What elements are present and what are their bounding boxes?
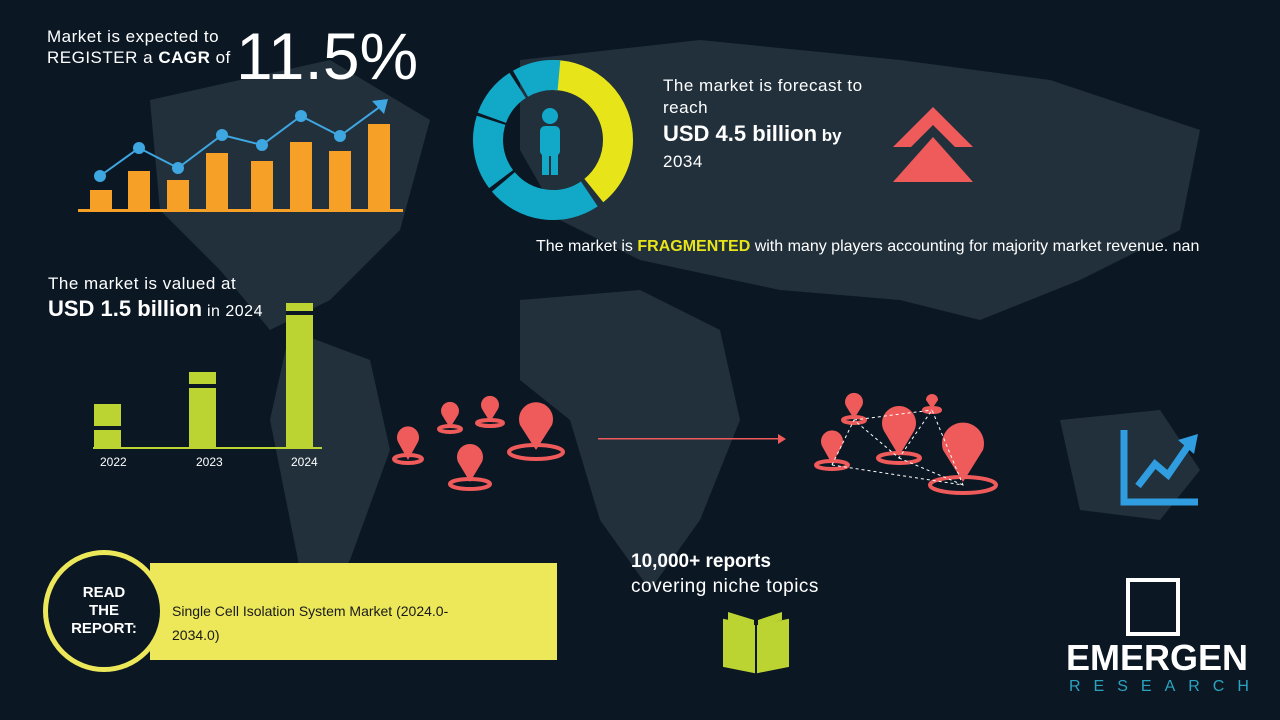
year-label: 2022 [100, 455, 127, 469]
growth-bar [329, 151, 351, 210]
reports-line2: covering niche topics [631, 576, 819, 597]
growth-baseline [78, 209, 403, 212]
growth-bar [206, 153, 228, 210]
logo-square-icon [1126, 578, 1180, 636]
cagr-value: 11.5% [236, 19, 419, 93]
location-pins-network-icon [392, 392, 998, 495]
fragmented-pre: The market is [536, 238, 638, 255]
forecast-year: 2034 [663, 152, 703, 171]
valued-post: in 2024 [202, 303, 263, 320]
trend-up-icon [1120, 430, 1198, 506]
year-label: 2023 [196, 455, 223, 469]
growth-bar [368, 124, 390, 210]
double-chevron-up-icon [893, 107, 973, 182]
report-title[interactable]: Single Cell Isolation System Market (202… [172, 603, 449, 643]
reports-line1: 10,000+ reports [631, 551, 771, 572]
fragmented-highlight: FRAGMENTED [637, 238, 751, 255]
logo-name: EMERGEN [1066, 637, 1249, 678]
cagr-line2-post: of [210, 48, 231, 67]
growth-bar [290, 142, 312, 210]
valued-value: USD 1.5 billion [48, 296, 203, 321]
read-label: REPORT: [71, 620, 137, 637]
valued-line1: The market is valued at [48, 274, 237, 293]
growth-bar [128, 171, 150, 210]
read-label: THE [89, 602, 119, 619]
growth-bar [90, 190, 112, 210]
value-bar-2023 [189, 372, 216, 448]
reports-text: 10,000+ reports covering niche topics [631, 549, 819, 599]
open-book-icon [723, 612, 789, 674]
forecast-value: USD 4.5 billion [663, 121, 818, 146]
forecast-text: The market is forecast to reach USD 4.5 … [663, 75, 863, 173]
growth-bar [167, 180, 189, 210]
forecast-line1: The market is forecast to [663, 76, 863, 95]
cagr-line2-pre: REGISTER a [47, 48, 159, 67]
read-report-banner[interactable]: Single Cell Isolation System Market (202… [150, 563, 557, 660]
forecast-line2: reach [663, 98, 709, 117]
cagr-text: Market is expected to REGISTER a CAGR of [47, 26, 231, 68]
fragmented-post: with many players accounting for majorit… [750, 238, 1200, 255]
growth-chart-icon [78, 99, 403, 212]
valued-text: The market is valued at USD 1.5 billion … [48, 274, 263, 322]
growth-bar [251, 161, 273, 210]
forecast-by: by [817, 126, 842, 145]
fragmented-text: The market is FRAGMENTED with many playe… [536, 236, 1216, 258]
cagr-line1: Market is expected to [47, 27, 220, 46]
read-label: READ [82, 584, 126, 601]
value-bar-2024 [286, 303, 313, 448]
logo-sub: RESEARCH [1069, 678, 1262, 695]
value-bars-icon [93, 303, 322, 449]
donut-person-icon [473, 60, 633, 220]
year-label: 2024 [291, 455, 318, 469]
read-report-badge[interactable]: READ THE REPORT: [43, 550, 165, 672]
emergen-logo: EMERGEN RESEARCH [1066, 578, 1262, 696]
cagr-bold: CAGR [158, 48, 211, 67]
